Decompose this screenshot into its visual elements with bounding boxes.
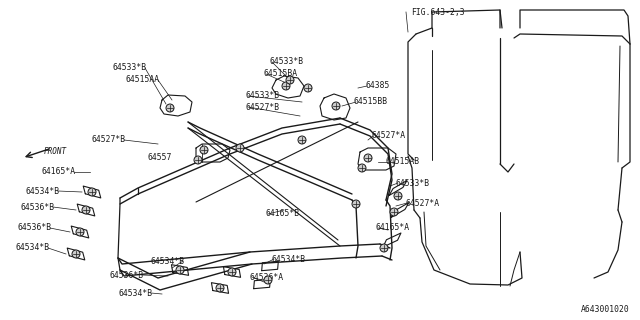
Text: 64527*B: 64527*B [246, 102, 280, 111]
Text: FRONT: FRONT [44, 148, 67, 156]
Circle shape [76, 228, 84, 236]
Circle shape [332, 102, 340, 110]
Circle shape [216, 284, 224, 292]
Text: 64533*B: 64533*B [113, 63, 147, 73]
Circle shape [166, 104, 174, 112]
Text: 64165*A: 64165*A [376, 223, 410, 233]
Text: 64527*A: 64527*A [405, 198, 439, 207]
Text: 64536*B: 64536*B [110, 270, 144, 279]
Circle shape [282, 82, 290, 90]
Circle shape [200, 146, 208, 154]
Text: 64515BA: 64515BA [264, 69, 298, 78]
Circle shape [72, 250, 80, 258]
Circle shape [298, 136, 306, 144]
Text: 64534*B: 64534*B [119, 289, 153, 298]
Text: 64515AA: 64515AA [126, 76, 160, 84]
Circle shape [82, 206, 90, 214]
Circle shape [228, 268, 236, 276]
Text: FIG.643-2,3: FIG.643-2,3 [411, 9, 465, 18]
Circle shape [352, 200, 360, 208]
Circle shape [286, 76, 294, 84]
Text: A643001020: A643001020 [581, 306, 630, 315]
Circle shape [264, 276, 272, 284]
Text: 64533*B: 64533*B [246, 92, 280, 100]
Text: 64165*A: 64165*A [42, 167, 76, 177]
Circle shape [194, 156, 202, 164]
Text: 64534*B: 64534*B [16, 244, 50, 252]
Text: 64533*B: 64533*B [270, 58, 304, 67]
Text: 64534*B: 64534*B [26, 187, 60, 196]
Text: 64165*B: 64165*B [266, 210, 300, 219]
Text: 64533*B: 64533*B [396, 179, 430, 188]
Circle shape [358, 164, 366, 172]
Text: 64557: 64557 [148, 154, 172, 163]
Text: 64515AB: 64515AB [386, 157, 420, 166]
Text: 64536*A: 64536*A [250, 273, 284, 282]
Text: 64536*B: 64536*B [18, 223, 52, 233]
Circle shape [88, 188, 96, 196]
Circle shape [304, 84, 312, 92]
Circle shape [390, 208, 398, 216]
Circle shape [394, 192, 402, 200]
Text: 64385: 64385 [365, 82, 389, 91]
Text: 64527*A: 64527*A [371, 132, 405, 140]
Text: 64527*B: 64527*B [92, 135, 126, 145]
Circle shape [364, 154, 372, 162]
Circle shape [380, 244, 388, 252]
Text: 64536*B: 64536*B [21, 203, 55, 212]
Text: 64515BB: 64515BB [354, 98, 388, 107]
Text: 64534*B: 64534*B [272, 254, 306, 263]
Text: 64534*B: 64534*B [151, 257, 185, 266]
Circle shape [236, 144, 244, 152]
Circle shape [176, 266, 184, 274]
